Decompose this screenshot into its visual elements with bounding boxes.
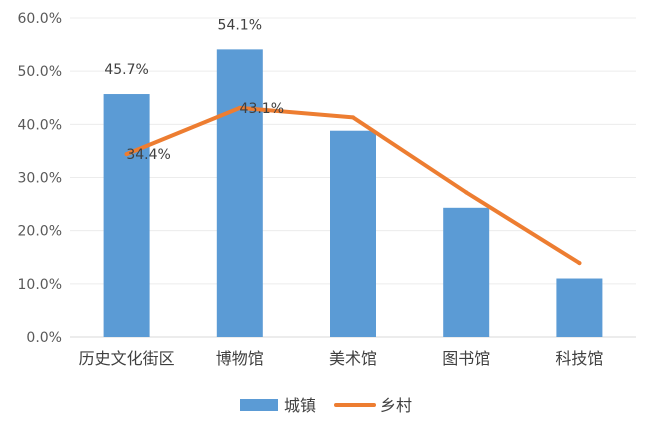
legend-label-乡村: 乡村 bbox=[380, 396, 412, 415]
x-category-label: 美术馆 bbox=[329, 349, 377, 368]
x-category-label: 博物馆 bbox=[216, 349, 264, 368]
y-tick-label: 30.0% bbox=[18, 171, 62, 187]
line-point bbox=[351, 115, 355, 120]
line-point bbox=[464, 190, 469, 195]
x-category-label: 图书馆 bbox=[442, 349, 490, 368]
bar-城镇 bbox=[216, 49, 263, 337]
legend-swatch-城镇 bbox=[240, 399, 278, 411]
y-tick-label: 10.0% bbox=[18, 277, 62, 293]
y-tick-label: 0.0% bbox=[26, 330, 62, 346]
data-labels: 45.7% 54.1% 34.4% 43.1% bbox=[104, 17, 284, 163]
y-tick-label: 50.0% bbox=[18, 64, 62, 80]
y-axis-ticks: 0.0% 10.0% 20.0% 30.0% 40.0% 50.0% 60.0% bbox=[18, 11, 62, 346]
line-point bbox=[237, 105, 242, 110]
line-point bbox=[124, 152, 129, 157]
y-tick-label: 60.0% bbox=[18, 11, 62, 27]
bar-城镇 bbox=[103, 94, 150, 337]
x-category-label: 历史文化街区 bbox=[79, 349, 175, 368]
y-tick-label: 20.0% bbox=[18, 224, 62, 240]
x-category-label: 科技馆 bbox=[555, 349, 603, 368]
bar-城镇 bbox=[556, 278, 603, 337]
legend: 城镇 乡村 bbox=[240, 396, 412, 415]
line-point bbox=[577, 261, 582, 266]
x-axis-ticks: 历史文化街区 博物馆 美术馆 图书馆 科技馆 bbox=[79, 349, 604, 368]
line-data-label: 43.1% bbox=[240, 101, 284, 117]
line-data-label: 34.4% bbox=[126, 147, 170, 163]
bar-data-label: 45.7% bbox=[104, 62, 148, 78]
bar-series bbox=[103, 49, 603, 337]
line-series bbox=[124, 105, 582, 266]
bar-城镇 bbox=[330, 130, 376, 337]
bar-城镇 bbox=[443, 207, 490, 337]
legend-label-城镇: 城镇 bbox=[284, 396, 316, 415]
y-tick-label: 40.0% bbox=[18, 117, 62, 133]
bar-data-label: 54.1% bbox=[218, 17, 262, 33]
